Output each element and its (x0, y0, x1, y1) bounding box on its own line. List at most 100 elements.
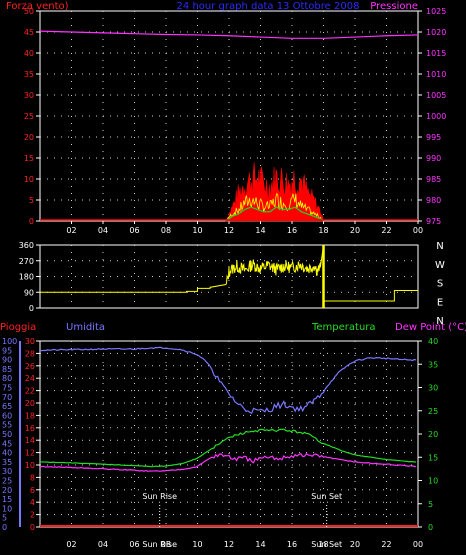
rain-tick-label: 75 (2, 384, 12, 393)
rain-tick-label: 85 (2, 365, 12, 374)
rain-tick-label: 95 (2, 346, 12, 355)
wind-tick-label: 20 (24, 133, 34, 142)
wind-avg-line (225, 206, 324, 222)
direction-tick-label: 360 (19, 241, 34, 250)
rain-tick-label: 60 (2, 411, 12, 420)
plots-layer: 0510152025303540455097598098599099510001… (2, 7, 446, 549)
dewpoint-line (39, 452, 417, 472)
rain-tick-label: 80 (2, 374, 12, 383)
wind-tick-label: 40 (24, 49, 34, 58)
compass-label: N (436, 241, 443, 252)
wind-speed-line (225, 192, 324, 222)
x-tick-label-temperature: 18 (318, 540, 328, 549)
wind-tick-label: 30 (24, 91, 34, 100)
humidity-tick-label: 10 (25, 461, 35, 470)
temperature-tick-label: 15 (428, 453, 438, 462)
wind-axis-label: Forza vento) (6, 1, 69, 12)
x-tick-label-wind: 20 (350, 226, 360, 235)
humidity-tick-label: 30 (25, 337, 35, 346)
wind-tick-label: 0 (29, 217, 34, 226)
pressure-tick-label: 1020 (426, 28, 446, 37)
humidity-tick-label: 12 (25, 449, 35, 458)
x-tick-label-temperature: 20 (350, 540, 360, 549)
pressure-tick-label: 1010 (426, 70, 446, 79)
rain-tick-label: 5 (2, 514, 7, 523)
rain-tick-label: 0 (2, 523, 7, 532)
pressure-axis-label: Pressione (370, 1, 418, 12)
chart-title: 24 hour graph data 13 Ottobre 2008 (177, 1, 360, 12)
x-tick-label-wind: 08 (161, 226, 171, 235)
x-tick-label-wind: 12 (224, 226, 234, 235)
compass-label: W (435, 260, 445, 271)
humidity-tick-label: 24 (25, 374, 35, 383)
x-tick-label-wind: 00 (413, 226, 423, 235)
rain-tick-label: 65 (2, 402, 12, 411)
wind-tick-label: 50 (24, 7, 34, 16)
x-tick-label-temperature: 22 (381, 540, 391, 549)
wind-tick-label: 15 (24, 154, 34, 163)
pressure-tick-label: 975 (426, 217, 441, 226)
pressure-tick-label: 985 (426, 175, 441, 184)
x-tick-label-wind: 06 (129, 226, 139, 235)
sun-rise-label: Sun Rise (142, 492, 177, 501)
humidity-tick-label: 18 (25, 411, 35, 420)
rain-tick-label: 70 (2, 393, 12, 402)
temperature-tick-label: 20 (428, 430, 438, 439)
temperature-tick-label: 35 (428, 360, 438, 369)
humidity-line (39, 346, 417, 415)
wind-tick-label: 35 (24, 70, 34, 79)
rain-tick-label: 55 (2, 421, 12, 430)
humidity-tick-label: 26 (25, 362, 35, 371)
rain-tick-label: 35 (2, 458, 12, 467)
x-tick-label-temperature: 12 (224, 540, 234, 549)
pressure-tick-label: 1015 (426, 49, 446, 58)
x-tick-label-wind: 14 (255, 226, 265, 235)
humidity-axis-label: Umidita (66, 322, 105, 333)
humidity-tick-label: 20 (25, 399, 35, 408)
wind-tick-label: 5 (29, 196, 34, 205)
rain-tick-label: 10 (2, 504, 12, 513)
humidity-tick-label: 0 (30, 523, 35, 532)
humidity-tick-label: 16 (25, 424, 35, 433)
x-tick-label-temperature: 02 (66, 540, 76, 549)
x-tick-label-wind: 16 (287, 226, 297, 235)
x-tick-label-temperature: 00 (413, 540, 423, 549)
direction-tick-label: 90 (24, 288, 34, 297)
x-tick-label-wind: 22 (381, 226, 391, 235)
temperature-tick-label: 5 (428, 500, 433, 509)
wind-direction-line (40, 245, 418, 302)
humidity-tick-label: 6 (30, 486, 35, 495)
rain-tick-label: 45 (2, 439, 12, 448)
direction-tick-label: 270 (19, 257, 34, 266)
rain-tick-label: 20 (2, 486, 12, 495)
compass-label: N (436, 316, 443, 327)
pressure-tick-label: 1005 (426, 91, 446, 100)
temperature-tick-label: 40 (428, 337, 438, 346)
pressure-tick-label: 980 (426, 196, 441, 205)
temperature-tick-label: 0 (428, 523, 433, 532)
x-tick-label-wind: 02 (66, 226, 76, 235)
x-tick-label-temperature: 06 (129, 540, 139, 549)
temperature-tick-label: 10 (428, 477, 438, 486)
compass-label: E (437, 297, 443, 308)
rain-tick-label: 100 (2, 337, 17, 346)
sun-set-label: Sun Set (311, 492, 342, 501)
humidity-tick-label: 22 (25, 387, 35, 396)
x-tick-label-wind: 18 (318, 226, 328, 235)
x-tick-label-temperature: 16 (287, 540, 297, 549)
humidity-tick-label: 8 (30, 473, 35, 482)
wind-tick-label: 45 (24, 28, 34, 37)
temperature-line (39, 428, 417, 468)
direction-tick-label: 180 (19, 273, 34, 282)
pressure-line (39, 30, 419, 39)
rain-tick-label: 90 (2, 356, 12, 365)
humidity-tick-label: 4 (30, 498, 35, 507)
x-tick-label-temperature: 04 (98, 540, 108, 549)
pressure-tick-label: 995 (426, 133, 441, 142)
wind-tick-label: 10 (24, 175, 34, 184)
humidity-tick-label: 14 (25, 436, 35, 445)
rain-tick-label: 50 (2, 430, 12, 439)
pressure-tick-label: 990 (426, 154, 441, 163)
